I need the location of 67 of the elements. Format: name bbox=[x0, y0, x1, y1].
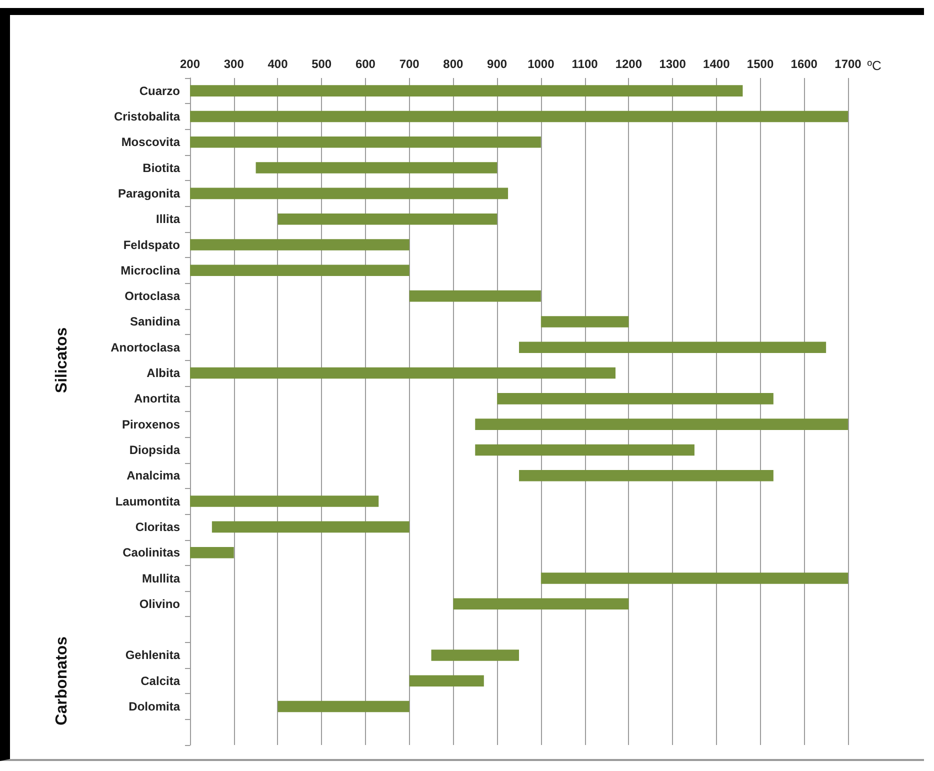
y-tick-label: Calcita bbox=[140, 674, 180, 688]
y-tick-label: Albita bbox=[146, 366, 180, 380]
bar bbox=[409, 675, 484, 687]
x-tick-label: 500 bbox=[312, 57, 332, 71]
y-tick-label: Dolomita bbox=[128, 700, 180, 714]
x-axis-title: ºC bbox=[867, 58, 882, 73]
bar bbox=[212, 521, 410, 533]
y-tick-label: Illita bbox=[156, 212, 180, 226]
bar bbox=[278, 213, 498, 225]
y-tick-label: Piroxenos bbox=[122, 417, 180, 432]
y-tick-label: Paragonita bbox=[118, 186, 180, 200]
bar bbox=[190, 264, 410, 276]
y-tick-label: Cristobalita bbox=[114, 109, 180, 124]
bar bbox=[497, 393, 774, 404]
bar bbox=[475, 444, 694, 456]
y-tick-label: Microclina bbox=[120, 263, 180, 278]
bar bbox=[431, 650, 519, 661]
y-tick-label: Cuarzo bbox=[139, 84, 180, 98]
y-tick-label: Sanidina bbox=[130, 314, 180, 329]
y-tick-label: Mullita bbox=[142, 571, 180, 586]
y-tick-label: Ortoclasa bbox=[124, 289, 180, 304]
x-tick-label: 300 bbox=[224, 57, 244, 71]
bar bbox=[190, 546, 234, 558]
bar bbox=[409, 290, 541, 302]
bar bbox=[256, 162, 498, 174]
x-tick-label: 600 bbox=[355, 57, 376, 71]
y-tick-label: Anortoclasa bbox=[110, 340, 180, 354]
bar bbox=[190, 239, 410, 250]
y-tick-label: Analcima bbox=[126, 468, 180, 483]
y-tick-label: Caolinitas bbox=[122, 546, 180, 560]
y-tick-label: Gehlenita bbox=[125, 648, 180, 662]
x-tick-label: 700 bbox=[399, 57, 420, 71]
bar bbox=[190, 188, 508, 200]
bar bbox=[540, 572, 848, 584]
x-tick-label: 1700 bbox=[834, 57, 862, 71]
x-tick-label: 200 bbox=[180, 57, 200, 71]
x-tick-label: 1200 bbox=[615, 57, 642, 71]
y-tick-label: Moscovita bbox=[121, 135, 180, 150]
bar bbox=[190, 496, 379, 507]
y-tick-label: Olivino bbox=[139, 596, 180, 611]
x-tick-label: 400 bbox=[268, 57, 288, 71]
bar bbox=[519, 470, 774, 482]
y-tick-label: Biotita bbox=[142, 160, 180, 175]
text: Silicatos bbox=[54, 327, 70, 394]
x-tick-label: 1500 bbox=[746, 57, 774, 71]
bar bbox=[190, 136, 541, 148]
bar bbox=[190, 367, 616, 379]
bar bbox=[475, 418, 848, 430]
bar bbox=[278, 700, 410, 712]
y-tick-label: Laumontita bbox=[115, 494, 180, 508]
y-tick-label: Diopsida bbox=[129, 442, 180, 457]
x-tick-label: 900 bbox=[487, 57, 508, 71]
x-tick-label: 1400 bbox=[703, 57, 730, 71]
x-tick-label: 1600 bbox=[790, 57, 818, 71]
bar bbox=[190, 110, 848, 122]
bar bbox=[540, 316, 629, 328]
y-tick-label: Cloritas bbox=[135, 520, 180, 534]
bar bbox=[519, 342, 826, 354]
y-tick-label: Feldspato bbox=[123, 238, 180, 252]
x-tick-label: 1000 bbox=[528, 57, 555, 71]
x-tick-label: 1100 bbox=[572, 57, 598, 71]
bar bbox=[190, 85, 743, 96]
text: Carbonatos bbox=[54, 636, 70, 726]
x-tick-label: 800 bbox=[443, 57, 464, 71]
x-tick-label: 1300 bbox=[659, 57, 686, 71]
bar bbox=[453, 598, 629, 610]
y-tick-label: Anortita bbox=[134, 392, 180, 406]
